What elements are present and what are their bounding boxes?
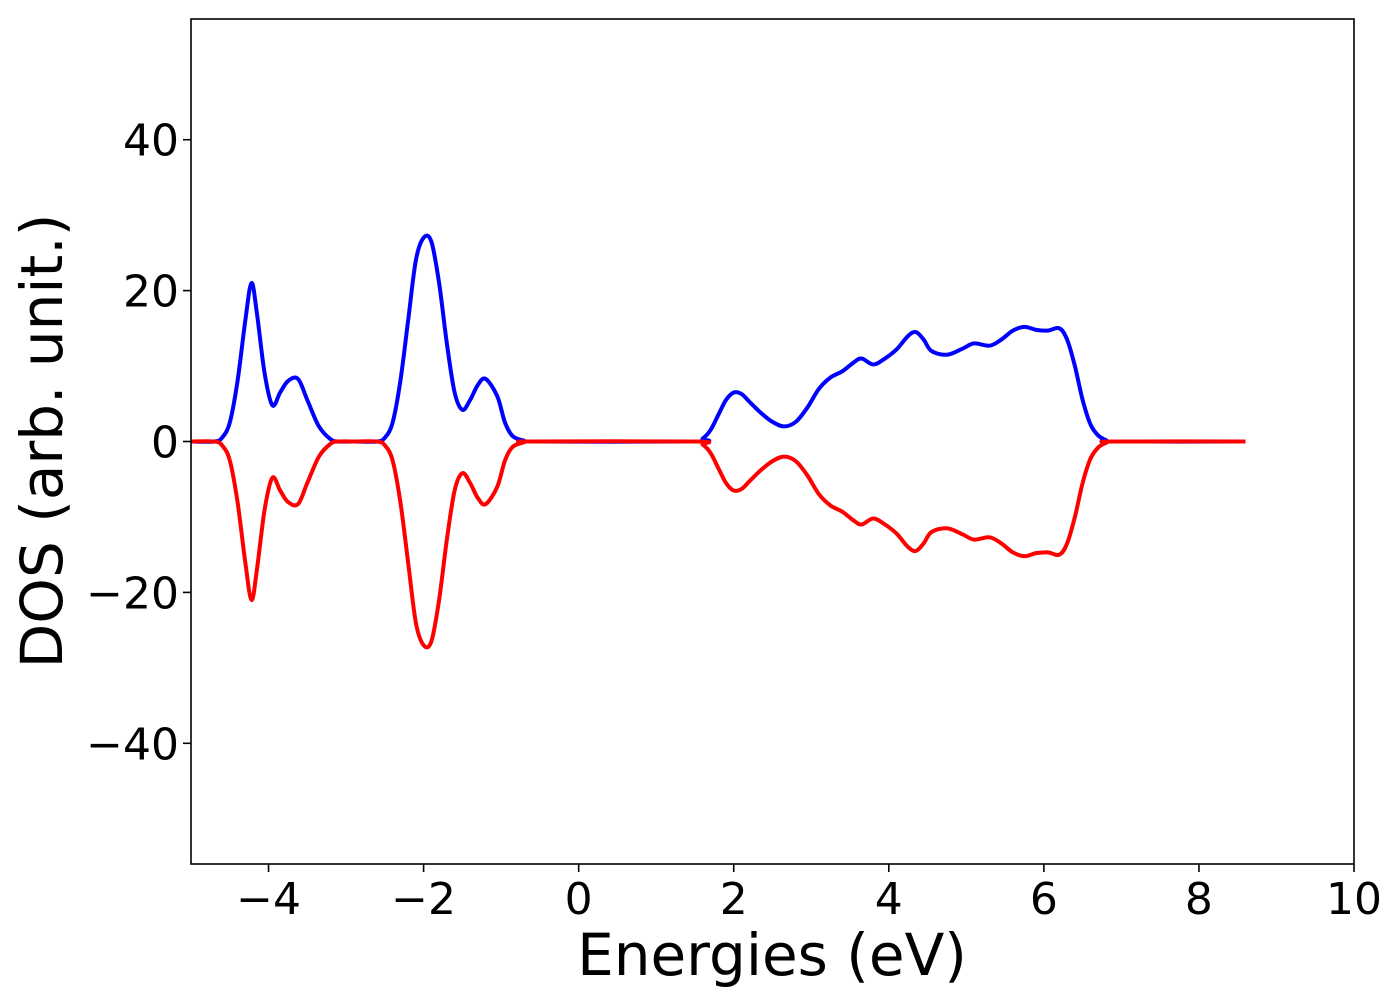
y-tick-label: 40 (123, 116, 179, 167)
x-tick-label: −4 (236, 874, 301, 925)
x-tick-label: 10 (1326, 874, 1382, 925)
series-layer (190, 233, 1246, 650)
x-axis-title: Energies (eV) (577, 921, 967, 989)
series-line-1 (190, 233, 1246, 444)
x-axis-ticks: −4 −2 0 2 4 6 8 10 (236, 864, 1382, 925)
x-tick-label: 4 (875, 874, 903, 925)
y-tick-label: −20 (86, 568, 179, 619)
x-tick-label: −2 (391, 874, 456, 925)
y-axis-title: DOS (arb. unit.) (8, 214, 76, 669)
x-tick-label: 8 (1185, 874, 1213, 925)
series-line-2 (190, 439, 1246, 650)
y-tick-label: 20 (123, 267, 179, 318)
y-tick-label: 0 (151, 418, 179, 469)
x-tick-label: 0 (565, 874, 593, 925)
x-tick-label: 6 (1030, 874, 1058, 925)
y-tick-label: −40 (86, 719, 179, 770)
y-axis-ticks: −40 −20 0 20 40 (86, 116, 191, 770)
x-tick-label: 2 (720, 874, 748, 925)
